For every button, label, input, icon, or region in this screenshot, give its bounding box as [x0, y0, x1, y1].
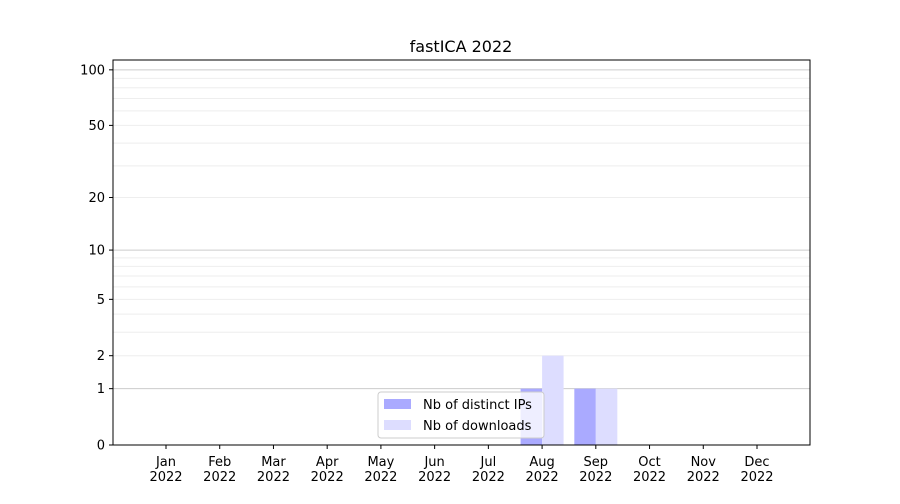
x-tick-label: Nov [691, 455, 717, 470]
x-tick-label: 2022 [364, 470, 397, 485]
x-tick-label: May [367, 455, 394, 470]
chart-title: fastICA 2022 [410, 37, 513, 56]
x-tick-label: 2022 [257, 470, 290, 485]
x-tick-label: 2022 [418, 470, 451, 485]
x-tick-label: 2022 [311, 470, 344, 485]
x-tick-label: 2022 [633, 470, 666, 485]
x-tick-label: 2022 [149, 470, 182, 485]
legend: Nb of distinct IPs Nb of downloads [377, 391, 545, 439]
bar-downloads [542, 355, 564, 445]
x-tick-label: 2022 [472, 470, 505, 485]
y-tick-label: 2 [97, 349, 105, 364]
x-tick-label: Apr [316, 455, 339, 470]
y-axis: 0 1 2 5 10 20 50 100 [80, 63, 113, 454]
legend-label-ips: Nb of distinct IPs [423, 398, 532, 413]
y-tick-label: 5 [97, 293, 105, 308]
x-axis: Jan2022Feb2022Mar2022Apr2022May2022Jun20… [149, 445, 774, 485]
x-tick-label: Aug [529, 455, 554, 470]
x-tick-label: 2022 [740, 470, 773, 485]
y-tick-label: 0 [97, 439, 105, 454]
x-tick-label: Dec [744, 455, 769, 470]
x-tick-label: 2022 [579, 470, 612, 485]
grid [113, 69, 810, 390]
y-tick-label: 10 [88, 244, 105, 259]
x-tick-label: 2022 [526, 470, 559, 485]
legend-swatch-downloads [384, 420, 411, 430]
y-tick-label: 1 [97, 382, 105, 397]
x-tick-label: Oct [638, 455, 660, 470]
x-tick-label: 2022 [203, 470, 236, 485]
y-tick-label: 20 [88, 191, 105, 206]
x-tick-label: Feb [208, 455, 231, 470]
x-tick-label: Sep [584, 455, 609, 470]
y-tick-label: 50 [88, 119, 105, 134]
bar-distinct-ips [574, 388, 596, 445]
y-tick-label: 100 [80, 63, 105, 78]
x-tick-label: Jul [480, 455, 497, 470]
bar-downloads [595, 388, 618, 445]
legend-label-downloads: Nb of downloads [423, 419, 532, 434]
x-tick-label: Mar [261, 455, 286, 470]
axes-frame [112, 59, 811, 446]
x-tick-label: Jun [423, 455, 444, 470]
legend-swatch-ips [384, 399, 411, 409]
legend-frame [377, 391, 545, 439]
x-tick-label: Jan [155, 455, 176, 470]
x-tick-label: 2022 [687, 470, 720, 485]
